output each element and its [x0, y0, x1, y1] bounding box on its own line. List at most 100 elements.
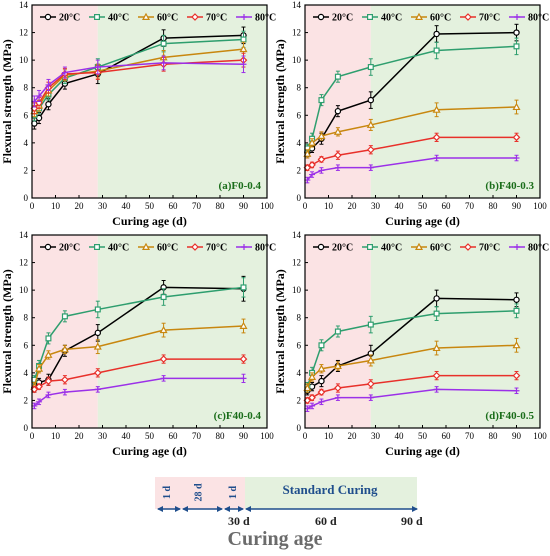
x-tick-label: 50 — [145, 201, 155, 211]
plot-frame — [304, 4, 541, 199]
data-point — [308, 161, 316, 169]
plot-frame — [31, 4, 268, 199]
x-tick-label: 60 — [442, 431, 452, 441]
timeline-tick-30: 30 d — [228, 514, 250, 528]
data-point — [334, 328, 341, 335]
y-tick-label: 10 — [19, 55, 29, 65]
x-tick-label: 30 — [98, 431, 108, 441]
series-5 — [304, 154, 520, 184]
data-point — [61, 69, 68, 76]
legend-marker — [367, 244, 374, 251]
y-tick-label: 10 — [292, 285, 302, 295]
y-tick-label: 2 — [24, 395, 29, 405]
standard-curing-background — [370, 5, 540, 198]
data-point — [367, 394, 374, 401]
data-point — [513, 155, 520, 162]
x-tick-label: 70 — [192, 431, 202, 441]
y-tick-label: 14 — [19, 230, 29, 240]
series-4 — [303, 370, 521, 405]
data-point — [317, 131, 326, 139]
x-tick-label: 10 — [324, 201, 334, 211]
data-point — [367, 321, 374, 328]
data-point — [240, 375, 247, 382]
x-tick-label: 40 — [395, 201, 405, 211]
data-point — [94, 386, 101, 393]
data-point — [433, 386, 440, 393]
x-axis-label: Curing age (d) — [112, 214, 187, 228]
timeline-green-band — [245, 477, 417, 509]
data-point — [35, 364, 44, 372]
data-point — [35, 382, 43, 391]
x-tick-label: 0 — [303, 431, 308, 441]
data-point — [367, 64, 374, 71]
series-5 — [31, 373, 247, 410]
legend-label: 70°C — [479, 13, 500, 24]
data-point — [513, 43, 520, 50]
y-tick-label: 8 — [24, 83, 29, 93]
y-tick-label: 12 — [19, 258, 28, 268]
y-tick-label: 4 — [297, 138, 302, 148]
data-point — [160, 294, 167, 301]
data-point — [94, 329, 102, 337]
legend-label: 60°C — [430, 243, 451, 254]
y-tick-label: 8 — [297, 313, 302, 323]
data-point — [159, 355, 168, 363]
x-tick-label: 30 — [371, 201, 381, 211]
x-tick-label: 80 — [489, 201, 499, 211]
legend-label: 20°C — [59, 243, 80, 254]
y-axis-label: Flexural strength (MPa) — [0, 269, 14, 393]
data-point — [432, 371, 441, 380]
x-tick-label: 30 — [371, 431, 381, 441]
data-point — [366, 145, 375, 154]
data-point — [36, 398, 43, 405]
y-tick-label: 4 — [24, 138, 29, 148]
data-point — [432, 133, 441, 142]
y-tick-label: 2 — [297, 165, 302, 175]
y-tick-label: 6 — [24, 110, 29, 120]
legend-marker — [317, 13, 325, 21]
data-point — [513, 387, 520, 394]
x-tick-label: 100 — [533, 201, 547, 211]
legend-marker — [241, 244, 247, 250]
data-point — [239, 321, 248, 329]
legend-label: 40°C — [381, 243, 402, 254]
data-point — [318, 342, 325, 349]
data-point — [160, 59, 167, 66]
x-tick-label: 10 — [51, 201, 61, 211]
data-point — [318, 167, 325, 174]
legend-marker — [317, 243, 325, 251]
x-tick-label: 90 — [512, 431, 522, 441]
x-tick-label: 10 — [324, 431, 334, 441]
legend-label: 40°C — [108, 13, 129, 24]
timeline-tick-90: 90 d — [401, 514, 423, 528]
data-point — [240, 36, 247, 43]
legend-marker — [514, 14, 520, 20]
y-tick-label: 12 — [292, 258, 301, 268]
x-tick-label: 90 — [239, 431, 249, 441]
y-tick-label: 2 — [297, 395, 302, 405]
x-axis-label: Curing age (d) — [112, 444, 187, 458]
data-point — [159, 325, 168, 334]
panel-label: (a)F0-0.4 — [219, 180, 262, 192]
x-tick-label: 90 — [512, 201, 522, 211]
y-tick-label: 0 — [297, 193, 302, 203]
legend-label: 60°C — [430, 13, 451, 24]
data-point — [334, 394, 341, 401]
x-tick-label: 10 — [51, 431, 61, 441]
legend-marker — [464, 243, 472, 251]
panel-label: (c)F40-0.4 — [214, 410, 262, 422]
data-point — [432, 343, 441, 352]
x-tick-label: 20 — [75, 201, 85, 211]
data-point — [367, 164, 374, 171]
y-tick-label: 12 — [292, 28, 301, 38]
x-tick-label: 20 — [75, 431, 85, 441]
panel-2: 0 10 20 30 40 50 60 70 80 90 100 0 2 4 6 8 10 12 14 Curing … — [273, 0, 549, 228]
data-point — [432, 105, 441, 113]
data-point — [366, 356, 375, 364]
data-point — [333, 361, 342, 369]
x-tick-label: 70 — [192, 201, 202, 211]
legend-marker — [93, 244, 100, 251]
y-tick-label: 6 — [297, 110, 302, 120]
data-point — [160, 375, 167, 382]
curing-timeline: 1 d 28 d 1 d Standard Curing 30 d 60 d 9… — [0, 470, 550, 556]
